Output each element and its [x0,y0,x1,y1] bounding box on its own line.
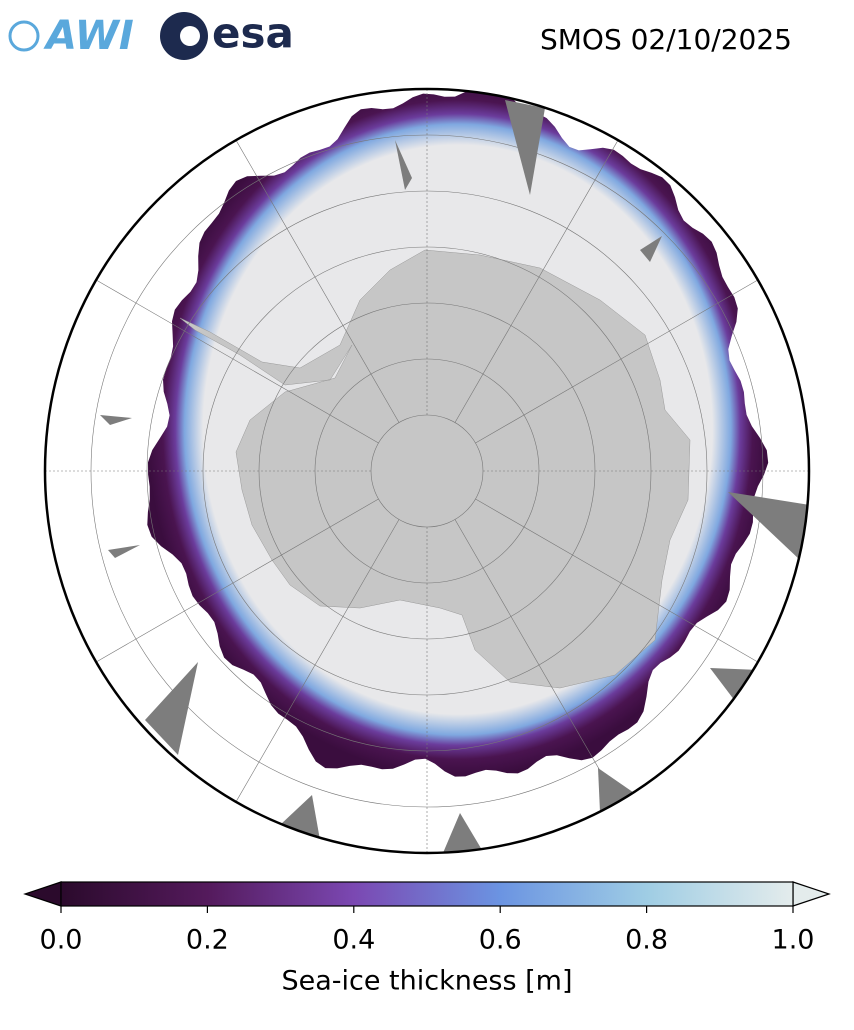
colorbar-tick-label: 0.0 [40,925,83,956]
meridian-line [235,140,400,423]
meridian-line [475,279,758,444]
meridian-line [454,140,619,423]
meridian-line [96,279,379,444]
colorbar-tick-label: 0.4 [332,925,375,956]
colorbar-tick-label: 0.2 [186,925,229,956]
awi-logo: AWI [8,13,134,59]
colorbar-tick-label: 1.0 [772,925,815,956]
esa-logo-text: esa [212,9,294,58]
colorbar-gradient [60,881,794,907]
meridian-line [475,498,758,663]
colorbar-extend-low [23,881,62,907]
colorbar: 0.0 0.2 0.4 0.6 0.8 1.0 [23,881,831,956]
meridian-line [235,519,400,802]
esa-logo: esa [160,9,294,60]
map-boundary [43,87,811,855]
colorbar-tick-label: 0.8 [625,925,668,956]
awi-logo-text: AWI [43,13,134,59]
no-data [100,100,809,853]
meridian-line [96,498,379,663]
graticule [45,89,809,853]
antarctica [179,249,691,689]
map [45,89,809,853]
colorbar-label: Sea-ice thickness [m] [281,966,572,997]
title: SMOS 02/10/2025 [540,23,792,56]
colorbar-extend-high [792,881,831,907]
colorbar-tick-label: 0.6 [479,925,522,956]
meridian-line [454,519,619,802]
